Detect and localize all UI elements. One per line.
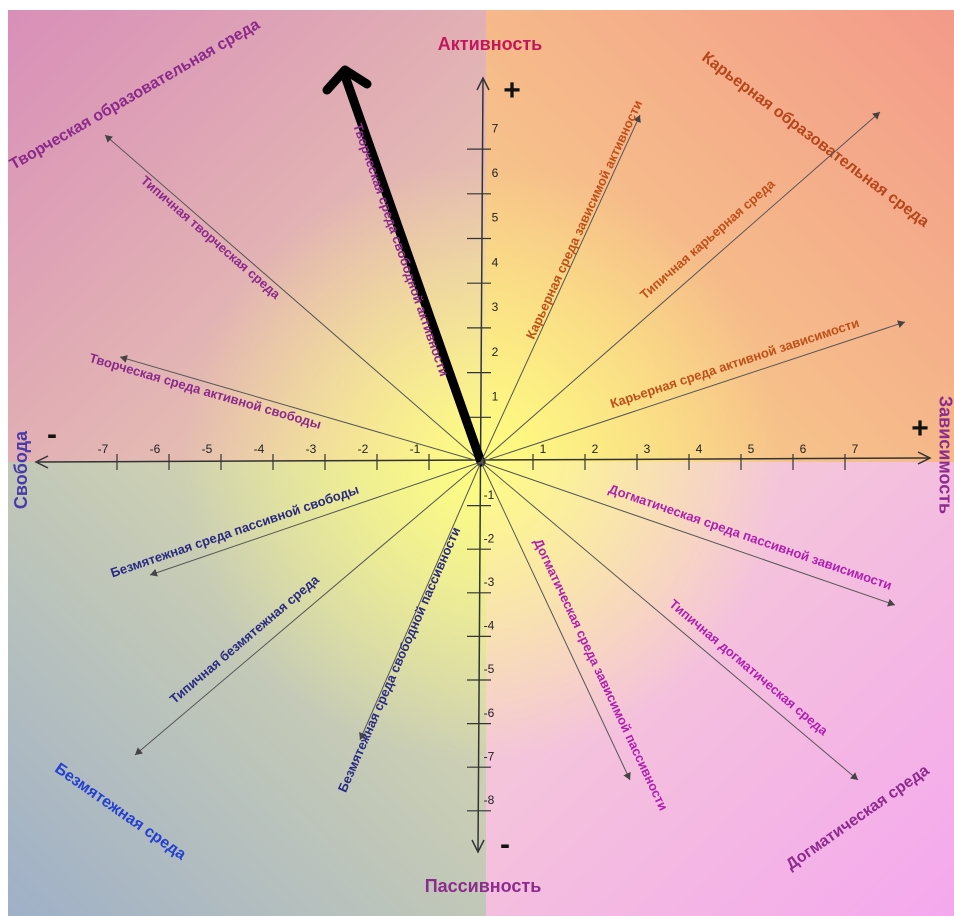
arrowhead <box>105 135 113 143</box>
arrowhead <box>887 598 895 607</box>
tick-label: -6 <box>484 706 495 720</box>
ray <box>119 356 482 463</box>
sign: + <box>503 74 521 107</box>
tick-label: 6 <box>492 166 499 180</box>
tick-label: 3 <box>644 442 651 456</box>
ray <box>480 111 881 463</box>
axis-label: Активность <box>438 34 542 54</box>
axis-label: Свобода <box>11 430 31 509</box>
tick-label: 6 <box>800 442 807 456</box>
ray <box>134 461 482 756</box>
ray <box>104 134 482 463</box>
tick-label: -5 <box>484 662 495 676</box>
tick-label: -8 <box>484 793 495 807</box>
arrowhead <box>359 731 367 740</box>
arrowhead <box>34 455 49 469</box>
arrowhead <box>471 839 485 854</box>
tick-label: 5 <box>748 442 755 456</box>
tick-label: 5 <box>492 211 499 225</box>
tick-label: 1 <box>492 389 499 403</box>
sign: - <box>47 418 57 451</box>
tick-label: -1 <box>484 488 495 502</box>
tick-label: 3 <box>492 300 499 314</box>
sign: + <box>911 412 929 445</box>
ray <box>149 461 482 576</box>
tick-label: 7 <box>492 121 499 135</box>
tick-label: 4 <box>696 442 703 456</box>
arrowhead <box>917 451 932 465</box>
tick-label: -1 <box>410 442 421 456</box>
tick-label: -2 <box>358 442 369 456</box>
arrowhead <box>120 355 128 363</box>
tick-label: 4 <box>492 255 499 269</box>
arrowhead <box>476 76 490 91</box>
arrowhead <box>150 568 158 577</box>
tick-label: -3 <box>306 442 317 456</box>
ray <box>480 114 641 463</box>
tick-label: -5 <box>202 442 213 456</box>
tick-label: -4 <box>254 442 265 456</box>
arrowhead <box>872 112 880 120</box>
ray <box>480 461 896 606</box>
tick-label: -4 <box>484 619 495 633</box>
arrowhead <box>322 65 372 95</box>
arrowhead <box>623 771 631 780</box>
tick-label: 2 <box>592 442 599 456</box>
sign: - <box>500 828 510 861</box>
tick-label: 7 <box>852 442 859 456</box>
ray <box>480 461 631 781</box>
tick-label: -2 <box>484 531 495 545</box>
ray <box>359 461 482 741</box>
axis-label: Пассивность <box>425 876 542 896</box>
main-arrow <box>340 71 486 467</box>
tick-label: -6 <box>150 442 161 456</box>
tick-label: -3 <box>484 575 495 589</box>
tick-label: 2 <box>492 345 499 359</box>
tick-label: 1 <box>540 442 547 456</box>
arrowhead <box>897 320 905 328</box>
ray <box>480 461 859 781</box>
axis-label: Зависимость <box>935 396 954 514</box>
ray <box>480 321 906 463</box>
tick-label: -7 <box>98 442 109 456</box>
arrowhead <box>850 772 858 780</box>
tick-label: -7 <box>484 749 495 763</box>
arrowhead <box>135 747 143 755</box>
arrowhead <box>633 115 641 124</box>
